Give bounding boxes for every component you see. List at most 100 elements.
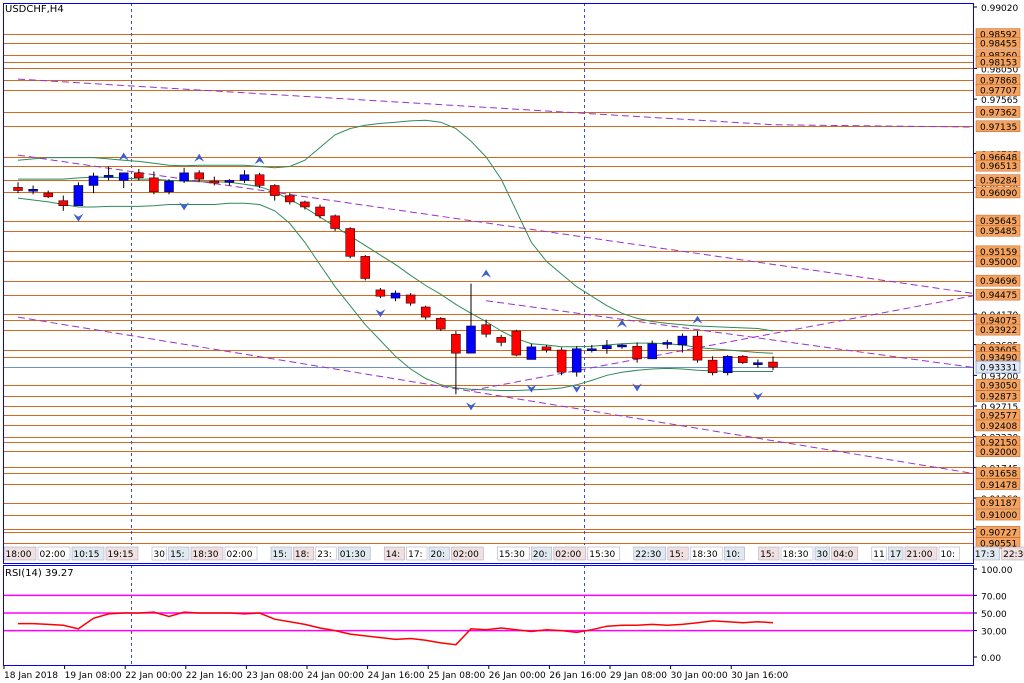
level-label-13: 0.95485 bbox=[980, 227, 1017, 237]
session-label-16: 15:30 bbox=[499, 550, 525, 560]
level-label-8: 0.96648 bbox=[980, 154, 1017, 164]
level-label-6: 0.97362 bbox=[980, 108, 1017, 118]
level-label-box-15 bbox=[975, 255, 1021, 268]
candle-body-33 bbox=[511, 330, 522, 356]
trendline-2 bbox=[17, 316, 985, 476]
session-label-26: 30 bbox=[817, 550, 829, 560]
candle-36 bbox=[556, 347, 567, 376]
candle-body-35 bbox=[541, 346, 552, 351]
level-label-30: 0.91187 bbox=[980, 499, 1017, 509]
candle-body-23 bbox=[360, 256, 371, 279]
session-label-10: 23: bbox=[317, 550, 331, 560]
candle-47 bbox=[722, 355, 733, 376]
candle-19 bbox=[300, 200, 310, 210]
time-label-12: 30 Jan 16:00 bbox=[731, 671, 788, 681]
level-label-box-28 bbox=[975, 467, 1021, 479]
session-box-6 bbox=[190, 546, 224, 561]
level-label-box-16 bbox=[975, 274, 1021, 287]
session-label-8: 15: bbox=[273, 550, 287, 560]
candle-body-9 bbox=[149, 177, 159, 193]
session-box-20 bbox=[633, 546, 667, 561]
time-label-5: 24 Jan 00:00 bbox=[307, 671, 364, 681]
candle-11 bbox=[179, 167, 189, 183]
session-label-32: 17:3 bbox=[975, 550, 995, 560]
price-axis: 0.990200.980500.975650.967050.961700.941… bbox=[973, 0, 1024, 683]
candle-38 bbox=[587, 344, 597, 353]
session-box-11 bbox=[337, 546, 371, 561]
fractal-down-arrow-1 bbox=[179, 202, 190, 211]
level-label-14: 0.95159 bbox=[980, 248, 1017, 258]
candle-body-29 bbox=[451, 333, 461, 354]
candle-body-48 bbox=[738, 356, 748, 363]
candle-6 bbox=[103, 166, 114, 181]
level-label-box-7 bbox=[975, 120, 1021, 133]
session-box-13 bbox=[406, 546, 428, 561]
time-label-7: 25 Jan 08:00 bbox=[428, 671, 485, 681]
session-label-28: 11 bbox=[873, 550, 884, 560]
level-label-1: 0.98455 bbox=[980, 39, 1017, 49]
bollinger-lower bbox=[17, 197, 773, 391]
main-plot-background bbox=[3, 3, 973, 563]
level-label-26: 0.92150 bbox=[980, 438, 1017, 448]
rsi-tick-label-3: 30.00 bbox=[981, 628, 1007, 638]
candle-body-44 bbox=[677, 335, 688, 346]
period-separators bbox=[131, 3, 585, 665]
current-price-label: 0.93331 bbox=[980, 364, 1017, 374]
candle-37 bbox=[571, 346, 582, 377]
candle-22 bbox=[345, 227, 355, 259]
fractal-up-arrow-5 bbox=[692, 315, 703, 324]
level-label-3: 0.98153 bbox=[980, 58, 1017, 68]
session-box-27 bbox=[831, 546, 859, 561]
time-axis: 18 Jan 2018 19 Jan 08:00 22 Jan 00:00 22 Ja… bbox=[3, 665, 788, 681]
session-box-29 bbox=[888, 546, 904, 561]
candle-31 bbox=[481, 319, 491, 338]
level-label-23: 0.92873 bbox=[980, 393, 1017, 403]
level-label-16: 0.94696 bbox=[980, 277, 1017, 287]
session-box-21 bbox=[667, 546, 689, 561]
time-label-3: 22 Jan 16:00 bbox=[186, 671, 243, 681]
session-box-15 bbox=[451, 546, 484, 561]
session-label-0: 18:00 bbox=[6, 550, 32, 560]
session-box-16 bbox=[497, 546, 530, 561]
fractal-down-arrow-6 bbox=[632, 383, 643, 392]
session-label-17: 20: bbox=[533, 550, 547, 560]
candle-4 bbox=[73, 182, 84, 206]
level-label-15: 0.95000 bbox=[980, 258, 1017, 268]
session-box-10 bbox=[315, 546, 337, 561]
session-label-31: 10: bbox=[941, 550, 955, 560]
candle-12 bbox=[194, 170, 204, 182]
session-box-25 bbox=[780, 546, 814, 561]
level-label-12: 0.95645 bbox=[980, 217, 1017, 227]
panel-frames[interactable] bbox=[3, 3, 974, 666]
time-label-1: 19 Jan 08:00 bbox=[65, 671, 122, 681]
candle-35 bbox=[541, 344, 552, 353]
candle-body-45 bbox=[692, 335, 703, 361]
level-label-7: 0.97135 bbox=[980, 123, 1017, 133]
candle-30 bbox=[466, 283, 476, 354]
session-label-5: 15: bbox=[170, 550, 184, 560]
candle-2 bbox=[43, 190, 53, 199]
session-label-24: 15: bbox=[760, 550, 774, 560]
candle-body-5 bbox=[88, 175, 99, 186]
main-chart-title: USDCHF,H4 bbox=[5, 4, 64, 15]
time-label-11: 30 Jan 00:00 bbox=[671, 671, 728, 681]
level-label-5: 0.97707 bbox=[980, 87, 1017, 97]
candle-1 bbox=[28, 185, 38, 195]
session-label-20: 22:30 bbox=[635, 550, 661, 560]
session-label-29: 17 bbox=[890, 550, 901, 560]
candle-10 bbox=[164, 179, 174, 195]
level-label-box-23 bbox=[975, 390, 1021, 402]
fractal-down-arrow-7 bbox=[752, 392, 763, 401]
level-label-25: 0.92408 bbox=[980, 422, 1017, 432]
level-label-box-30 bbox=[975, 496, 1021, 509]
fractal-down-arrow-4 bbox=[526, 384, 537, 393]
trendline-0 bbox=[17, 78, 985, 128]
fractal-up-arrow-2 bbox=[254, 156, 265, 165]
time-label-4: 23 Jan 08:00 bbox=[246, 671, 303, 681]
candle-45 bbox=[692, 331, 703, 363]
candle-body-39 bbox=[602, 345, 612, 349]
session-label-13: 17: bbox=[408, 550, 422, 560]
level-label-box-9 bbox=[975, 159, 1021, 172]
level-label-box-6 bbox=[975, 106, 1021, 118]
